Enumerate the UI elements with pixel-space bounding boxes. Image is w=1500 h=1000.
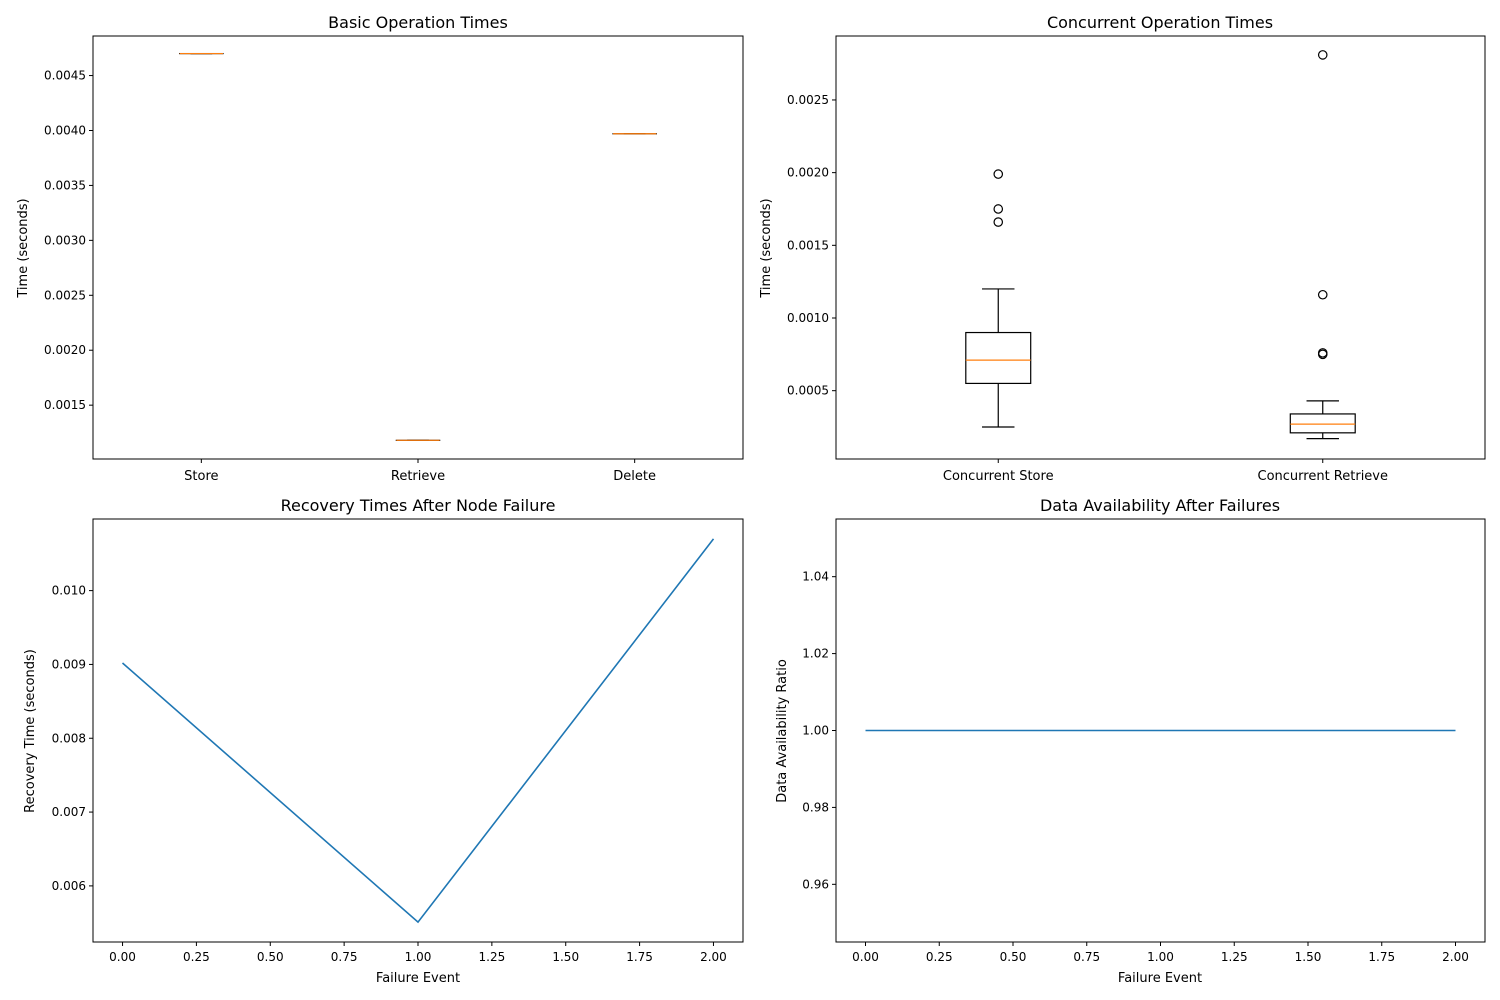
axes-frame <box>835 35 1486 460</box>
y-axis-label: Time (seconds) <box>759 198 774 298</box>
series-line <box>121 538 715 924</box>
y-tick-label: 0.0040 <box>44 123 86 137</box>
outlier-point <box>993 169 1004 179</box>
y-tick-label: 0.0035 <box>44 178 86 192</box>
y-tick-label: 0.0020 <box>787 166 829 180</box>
y-tick-label: 0.0030 <box>44 233 86 247</box>
box <box>1289 413 1356 434</box>
y-axis-label: Time (seconds) <box>16 198 31 298</box>
x-tick-label: 1.25 <box>479 950 506 964</box>
y-tick-label: 0.009 <box>52 657 86 671</box>
plot-area: 0.006 0.007 0.008 0.009 0.010 0.00 0.25 0.50 0.7… <box>52 518 744 964</box>
y-tick-label: 0.0045 <box>44 69 86 83</box>
axes-frame <box>92 35 744 460</box>
chart-title: Concurrent Operation Times <box>1047 13 1273 32</box>
x-tick-label: Store <box>184 469 218 484</box>
y-tick-label: 1.00 <box>802 724 829 738</box>
y-tick-label: 0.96 <box>802 877 829 891</box>
x-tick-label: 1.50 <box>552 950 579 964</box>
y-tick-label: 0.0025 <box>787 93 829 107</box>
panel-data-availability: Data Availability After Failures Data Av… <box>775 496 1486 986</box>
x-axis-label: Failure Event <box>1118 971 1202 986</box>
outlier-point <box>993 204 1004 214</box>
x-tick-label: Concurrent Retrieve <box>1258 469 1389 484</box>
panel-concurrent-operation-times: Concurrent Operation Times Time (seconds… <box>759 13 1486 484</box>
y-tick-label: 0.007 <box>52 805 86 819</box>
x-axis-label: Failure Event <box>376 971 460 986</box>
axes-frame <box>835 518 1486 943</box>
chart-title: Basic Operation Times <box>328 13 508 32</box>
plot-area: 0.96 0.98 1.00 1.02 1.04 0.00 0.25 0.50 0.75 1.00… <box>802 518 1486 964</box>
panel-basic-operation-times: Basic Operation Times Time (seconds) 0.0… <box>16 13 744 484</box>
plot-area: 0.0015 0.0020 0.0025 0.0030 0.0035 0.0040 0.00… <box>44 35 744 484</box>
x-tick-label: 0.25 <box>926 950 953 964</box>
x-tick-label: Retrieve <box>391 469 445 484</box>
y-tick-label: 1.02 <box>802 647 829 661</box>
y-tick-label: 1.04 <box>802 570 829 584</box>
x-tick-label: 0.75 <box>1073 950 1100 964</box>
x-tick-label: 1.25 <box>1221 950 1248 964</box>
x-tick-label: 0.00 <box>852 950 879 964</box>
outlier-point <box>1317 50 1328 60</box>
x-tick-label: 1.75 <box>1368 950 1395 964</box>
x-tick-label: 0.75 <box>331 950 358 964</box>
y-tick-label: 0.0010 <box>787 311 829 325</box>
x-tick-label: 2.00 <box>1442 950 1469 964</box>
axes-frame <box>92 518 744 943</box>
x-tick-label: Concurrent Store <box>943 469 1054 484</box>
x-tick-label: 2.00 <box>700 950 727 964</box>
outlier-point <box>993 217 1004 227</box>
y-tick-label: 0.98 <box>802 800 829 814</box>
y-axis-label: Recovery Time (seconds) <box>23 649 38 813</box>
y-tick-label: 0.006 <box>52 879 86 893</box>
y-axis-label: Data Availability Ratio <box>775 659 790 803</box>
y-tick-label: 0.0015 <box>44 398 86 412</box>
x-tick-label: 0.50 <box>1000 950 1027 964</box>
x-tick-label: 1.50 <box>1295 950 1322 964</box>
chart-title: Data Availability After Failures <box>1040 496 1280 515</box>
chart-title: Recovery Times After Node Failure <box>281 496 556 515</box>
y-tick-label: 0.0015 <box>787 238 829 252</box>
y-tick-label: 0.010 <box>52 584 86 598</box>
outlier-point <box>1317 289 1328 300</box>
x-tick-label: 0.25 <box>183 950 210 964</box>
x-tick-label: Delete <box>613 469 656 484</box>
y-tick-label: 0.0005 <box>787 384 829 398</box>
plot-area: 0.0005 0.0010 0.0015 0.0020 0.0025 Concurrent… <box>787 35 1486 484</box>
y-tick-label: 0.0020 <box>44 343 86 357</box>
x-tick-label: 0.50 <box>257 950 284 964</box>
x-tick-label: 0.00 <box>109 950 136 964</box>
x-tick-label: 1.00 <box>405 950 432 964</box>
y-tick-label: 0.008 <box>52 731 86 745</box>
box <box>965 331 1032 385</box>
y-tick-label: 0.0025 <box>44 288 86 302</box>
outlier-point <box>1317 348 1328 358</box>
x-tick-label: 1.00 <box>1147 950 1174 964</box>
panel-recovery-times: Recovery Times After Node Failure Recove… <box>23 496 744 986</box>
x-tick-label: 1.75 <box>626 950 653 964</box>
